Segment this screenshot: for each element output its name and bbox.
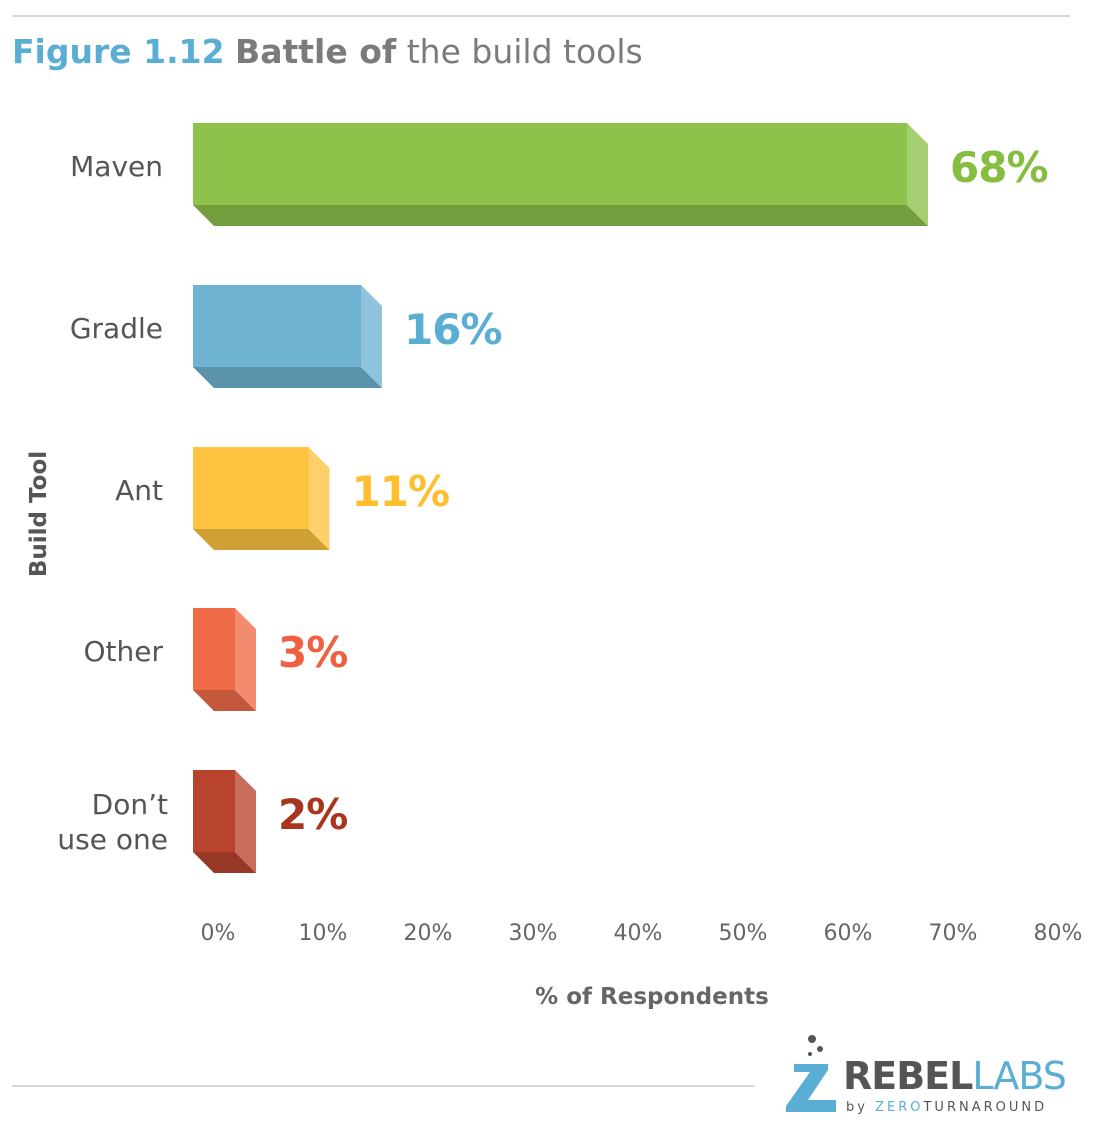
- category-label-maven: Maven: [70, 150, 163, 183]
- x-tick-label-5: 50%: [719, 921, 768, 946]
- top-rule: [12, 15, 1070, 17]
- flask-icon: [786, 1035, 836, 1112]
- bar-bottom-ant: [193, 529, 330, 550]
- rebellabs-logo: REBELLABS by ZEROTURNAROUND: [780, 1034, 1080, 1124]
- category-label-don-t-use-one-line1: Don’t: [92, 788, 168, 821]
- bar-side-other: [235, 608, 256, 711]
- bar-side-gradle: [361, 285, 382, 388]
- x-tick-label-0: 0%: [201, 921, 236, 946]
- value-label-ant: 11%: [352, 467, 450, 516]
- x-tick-label-6: 60%: [824, 921, 873, 946]
- category-label-ant: Ant: [115, 474, 163, 507]
- value-label-gradle: 16%: [404, 305, 502, 354]
- x-tick-label-2: 20%: [404, 921, 453, 946]
- bar-side-maven: [907, 123, 928, 226]
- x-tick-label-3: 30%: [509, 921, 558, 946]
- value-label-other: 3%: [278, 628, 347, 677]
- logo-tagline: by ZEROTURNAROUND: [846, 1100, 1048, 1115]
- value-label-maven: 68%: [950, 143, 1048, 192]
- bar-other: [193, 608, 235, 690]
- bar-side-ant: [308, 447, 330, 550]
- bar-ant: [193, 447, 309, 529]
- figure-number: Figure 1.12: [12, 32, 225, 71]
- logo-wordmark: REBELLABS: [843, 1054, 1067, 1098]
- bar-side-don-t-use-one: [235, 770, 256, 873]
- bar-bottom-maven: [193, 205, 928, 226]
- figure-title-rest: the build tools: [396, 32, 643, 71]
- figure-title: Figure 1.12 Battle of the build tools: [12, 30, 643, 74]
- bar-gradle: [193, 285, 361, 367]
- category-label-gradle: Gradle: [70, 312, 163, 345]
- x-tick-label-8: 80%: [1034, 921, 1083, 946]
- figure-title-bold: Battle of: [235, 32, 397, 71]
- category-label-other: Other: [83, 635, 163, 668]
- value-label-don-t-use-one: 2%: [278, 790, 347, 839]
- x-tick-label-1: 10%: [299, 921, 348, 946]
- category-label-don-t-use-one-line2: use one: [57, 823, 168, 856]
- y-axis-title: Build Tool: [26, 451, 52, 577]
- x-tick-label-7: 70%: [929, 921, 978, 946]
- bar-bottom-gradle: [193, 367, 382, 388]
- bottom-rule: [12, 1085, 755, 1087]
- bar-maven: [193, 123, 907, 205]
- bar-don-t-use-one: [193, 770, 235, 852]
- x-axis-title: % of Respondents: [535, 984, 769, 1010]
- x-tick-label-4: 40%: [614, 921, 663, 946]
